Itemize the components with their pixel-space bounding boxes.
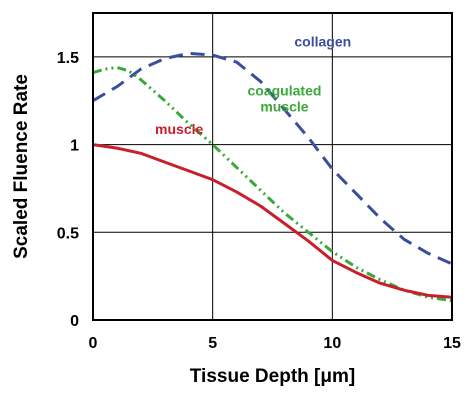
grid-lines [93, 13, 452, 320]
x-tick-label: 5 [208, 335, 217, 352]
series-line-1 [92, 65, 453, 303]
y-tick-label: 0.5 [57, 225, 79, 242]
y-tick-label: 1.5 [57, 50, 79, 67]
series-lines [92, 51, 453, 303]
series-label-2: muscle [155, 121, 203, 137]
y-axis-label: Scaled Fluence Rate [11, 74, 32, 259]
plot-frame [92, 12, 453, 321]
x-tick-label: 10 [323, 335, 341, 352]
series-line-2 [92, 143, 453, 299]
x-tick-label: 15 [443, 335, 461, 352]
y-tick-label: 1 [70, 138, 79, 155]
x-axis-label: Tissue Depth [μm] [190, 366, 355, 387]
series-line-0 [92, 51, 453, 266]
series-label-1: coagulated muscle [248, 82, 322, 114]
y-tick-label: 0 [70, 313, 79, 330]
series-label-0: collagen [294, 33, 351, 49]
series-labels: collagen coagulated muscle muscle [155, 33, 351, 137]
x-tick-label: 0 [89, 335, 98, 352]
tick-labels: 0 5 10 15 0 0.5 1 1.5 [57, 50, 461, 352]
